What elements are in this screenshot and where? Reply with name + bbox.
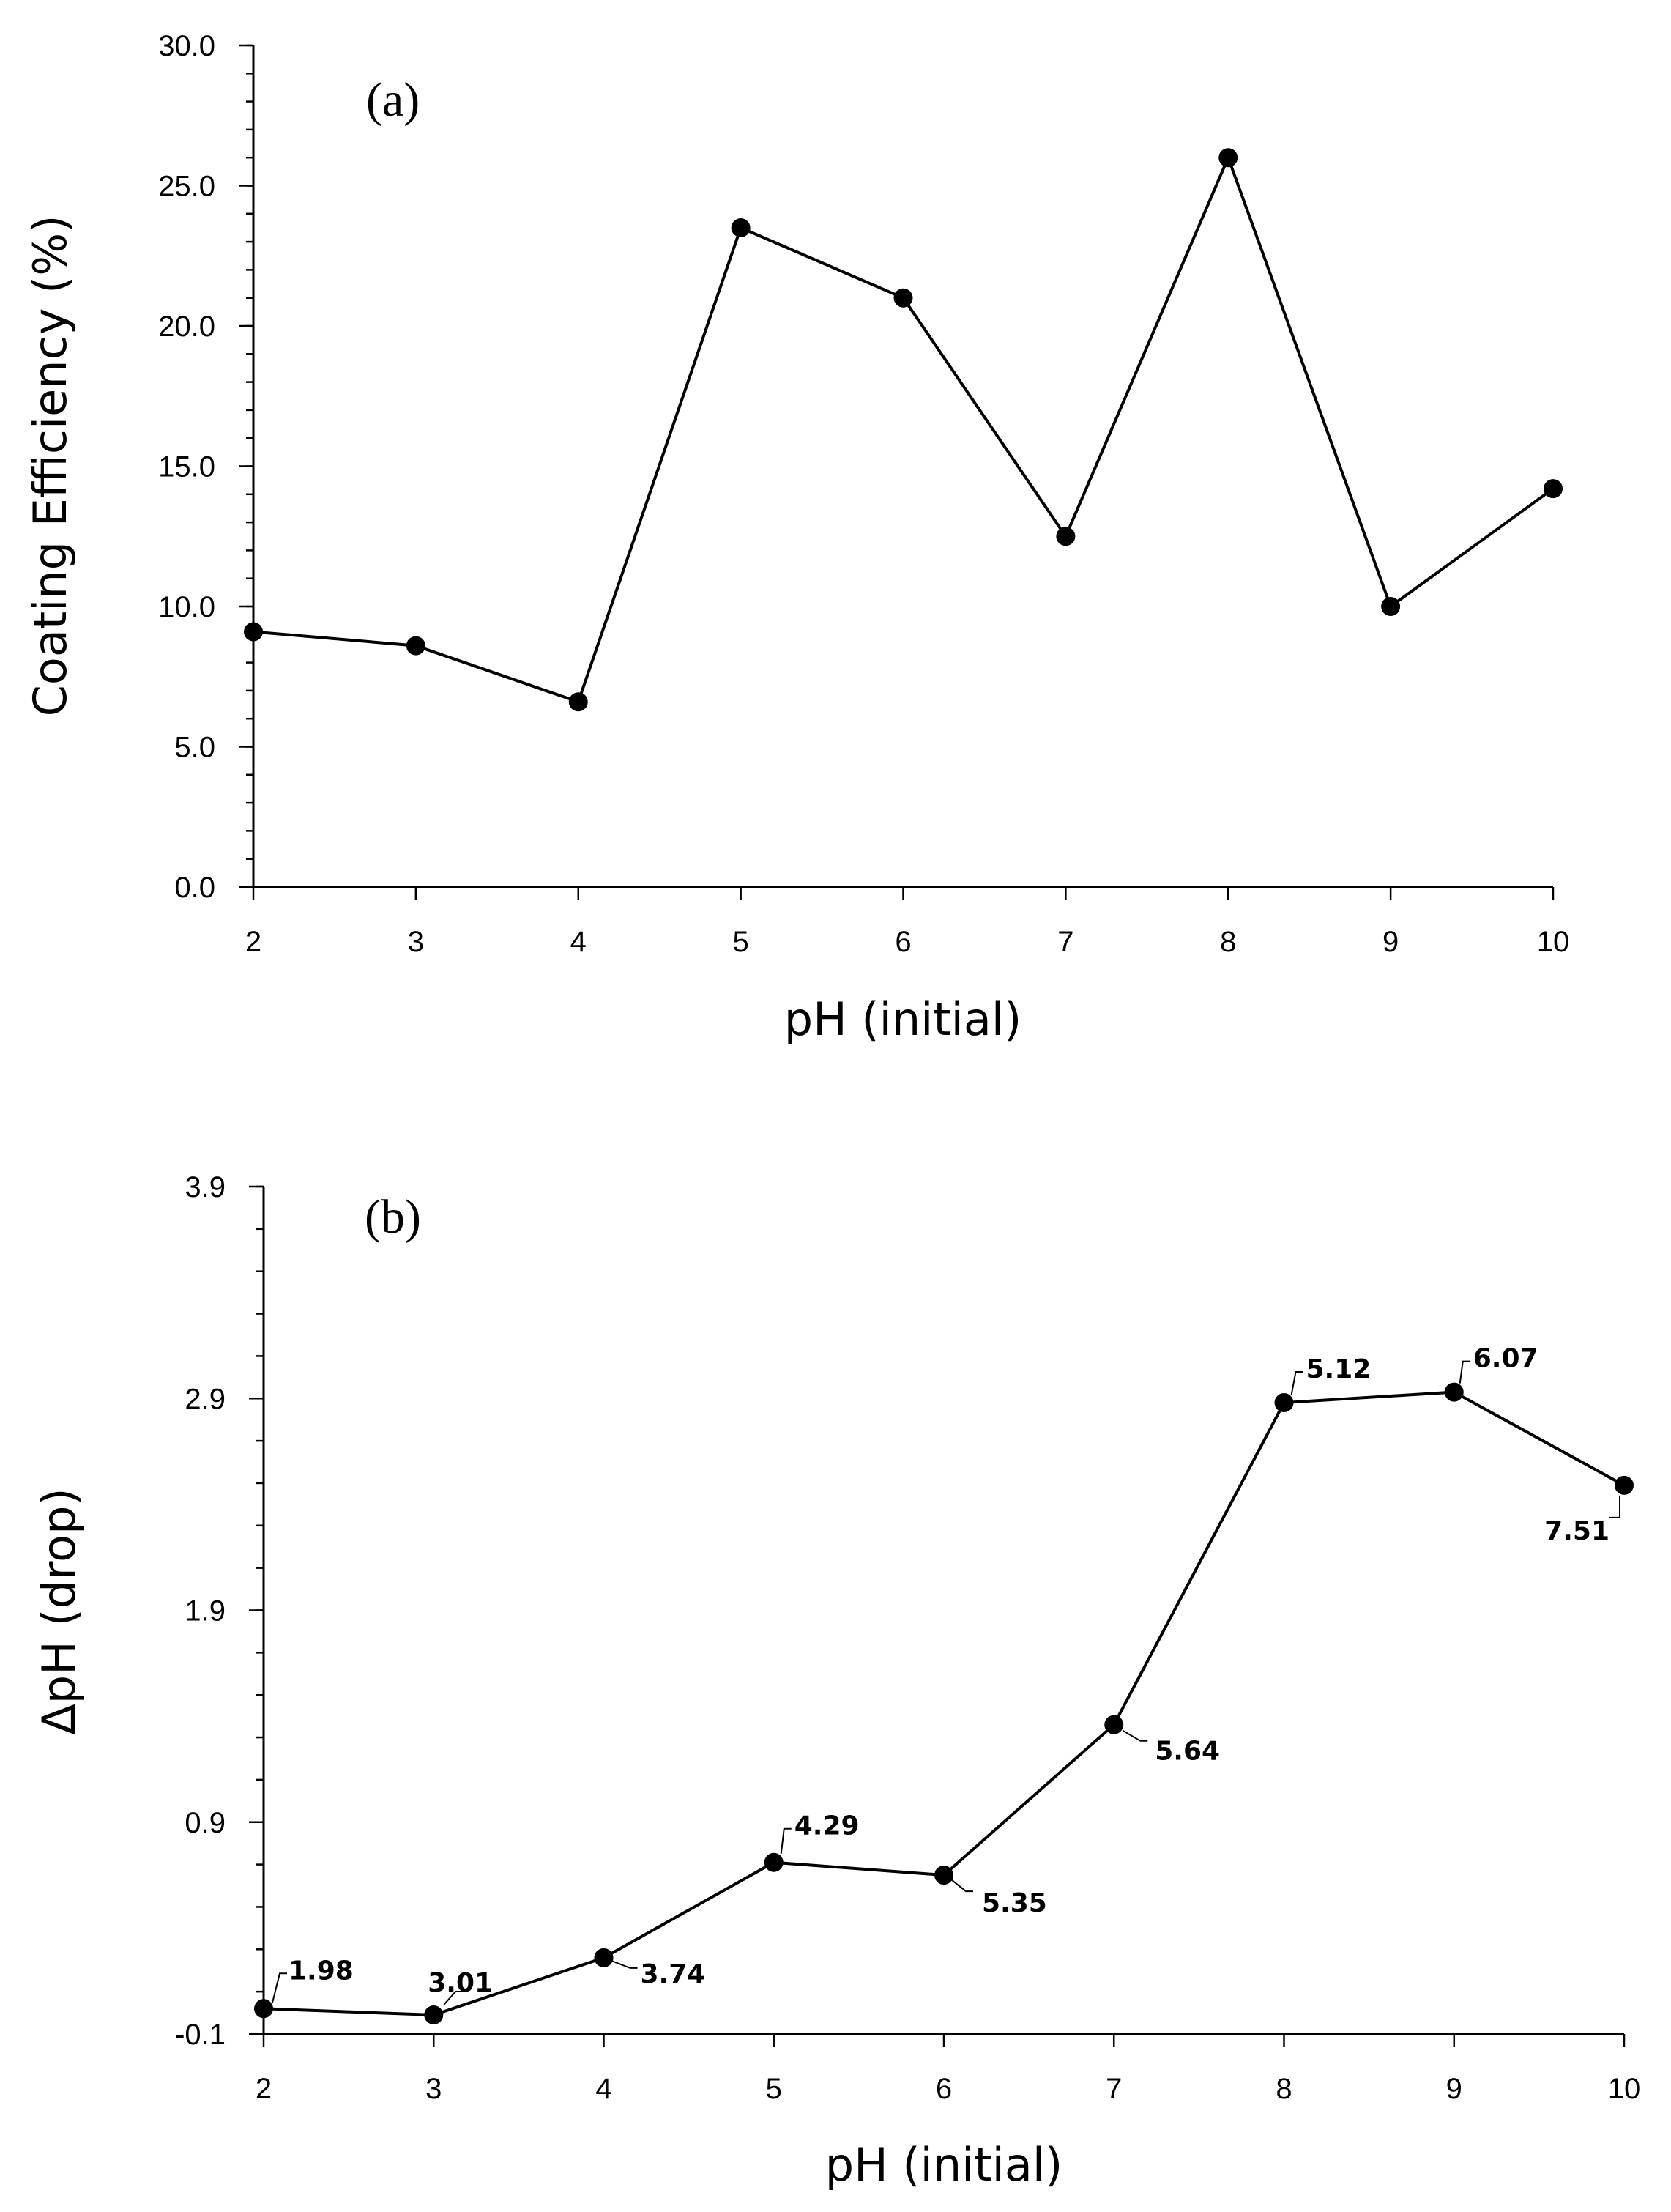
data-point [1104, 1715, 1124, 1734]
panel-label: (b) [365, 1190, 421, 1244]
data-label: 7.51 [1544, 1516, 1609, 1546]
data-point [1218, 148, 1238, 168]
x-tick-label: 2 [245, 926, 261, 958]
y-tick-label: 0.9 [185, 1807, 226, 1839]
data-label-leader [950, 1879, 973, 1893]
data-label-leader [1122, 1729, 1148, 1742]
data-label: 4.29 [794, 1811, 860, 1841]
data-point [1381, 597, 1401, 616]
data-label: 5.64 [1155, 1737, 1220, 1767]
y-tick-label: 25.0 [158, 171, 215, 203]
x-tick-label: 4 [570, 926, 587, 958]
x-tick-label: 8 [1220, 926, 1236, 958]
data-point [406, 636, 425, 656]
data-label: 5.12 [1306, 1354, 1372, 1384]
x-tick-label: 5 [766, 2073, 782, 2105]
data-label: 3.74 [641, 1959, 706, 1989]
data-label-leader [443, 1990, 464, 2005]
chart-panel-a: 0.0 5.0 10.0 15.0 20.0 25.0 30.0 2 3 4 5 6 7 8 9 10 (a)… [23, 30, 1569, 1046]
y-tick-label: 5.0 [174, 732, 215, 764]
data-point [568, 692, 588, 712]
y-tick-label: 3.9 [185, 1171, 226, 1203]
data-point [1615, 1475, 1634, 1495]
x-tick-label: 9 [1446, 2073, 1462, 2105]
data-label-leader [1290, 1371, 1303, 1396]
tick-group: -0.1 0.9 1.9 2.9 3.9 2 3 4 5 6 7 8 9 10 [175, 1171, 1640, 2105]
x-tick-label: 3 [408, 926, 424, 958]
y-tick-label: 10.0 [158, 591, 215, 623]
data-label: 6.07 [1473, 1344, 1538, 1374]
data-point [731, 218, 751, 237]
series-line [263, 1390, 1625, 2016]
panel-label: (a) [366, 73, 420, 127]
x-axis-title: pH (initial) [784, 992, 1022, 1046]
y-tick-label: 1.9 [185, 1595, 226, 1628]
data-point [934, 1866, 953, 1885]
series-group [244, 148, 1563, 712]
data-point [1274, 1393, 1294, 1413]
data-label-leader [1459, 1360, 1470, 1384]
y-tick-label: 30.0 [158, 30, 215, 62]
data-label-leader [780, 1827, 792, 1854]
data-point [1056, 527, 1076, 546]
data-point [254, 1999, 273, 2019]
data-label: 5.35 [982, 1888, 1047, 1918]
series-line [253, 153, 1555, 704]
x-tick-label: 2 [256, 2073, 272, 2105]
data-point [764, 1852, 784, 1872]
y-tick-label: 15.0 [158, 451, 215, 483]
chart-panel-b: -0.1 0.9 1.9 2.9 3.9 2 3 4 5 6 7 8 9 10 1.98 3.01 3.74 4… [32, 1171, 1640, 2191]
data-point [1544, 479, 1563, 499]
data-point [424, 2005, 444, 2024]
x-tick-label: 4 [595, 2073, 611, 2105]
x-tick-label: 7 [1106, 2073, 1122, 2105]
data-label-leader [1609, 1495, 1620, 1518]
x-tick-label: 3 [425, 2073, 442, 2105]
y-axis-title: ΔpH (drop) [32, 1488, 86, 1734]
y-tick-label: 0.0 [174, 872, 215, 904]
y-tick-label: 20.0 [158, 311, 215, 343]
data-label: 1.98 [289, 1956, 354, 1986]
data-point [1444, 1382, 1464, 1402]
y-tick-label: 2.9 [185, 1383, 226, 1415]
x-tick-label: 6 [936, 2073, 952, 2105]
x-tick-label: 10 [1608, 2073, 1641, 2105]
y-tick-label: -0.1 [175, 2019, 226, 2051]
data-label-leader [272, 1972, 287, 2003]
data-label-group: 1.98 3.01 3.74 4.29 5.35 5.64 5.12 6.07 7.51 [272, 1344, 1620, 2005]
data-label: 3.01 [428, 1968, 493, 1998]
x-axis-title: pH (initial) [825, 2138, 1063, 2191]
series-group [254, 1382, 1634, 2024]
x-tick-label: 5 [733, 926, 749, 958]
data-point [244, 622, 263, 642]
x-tick-label: 8 [1276, 2073, 1292, 2105]
x-tick-label: 7 [1057, 926, 1073, 958]
data-point [893, 288, 913, 308]
x-tick-label: 6 [895, 926, 911, 958]
y-axis-title: Coating Efficiency (%) [23, 215, 77, 717]
x-tick-label: 10 [1537, 926, 1570, 958]
tick-group: 0.0 5.0 10.0 15.0 20.0 25.0 30.0 2 3 4 5 6 7 8 9 10 [158, 30, 1569, 958]
data-label-leader [611, 1959, 638, 1969]
x-tick-label: 9 [1382, 926, 1399, 958]
data-point [594, 1948, 614, 1967]
